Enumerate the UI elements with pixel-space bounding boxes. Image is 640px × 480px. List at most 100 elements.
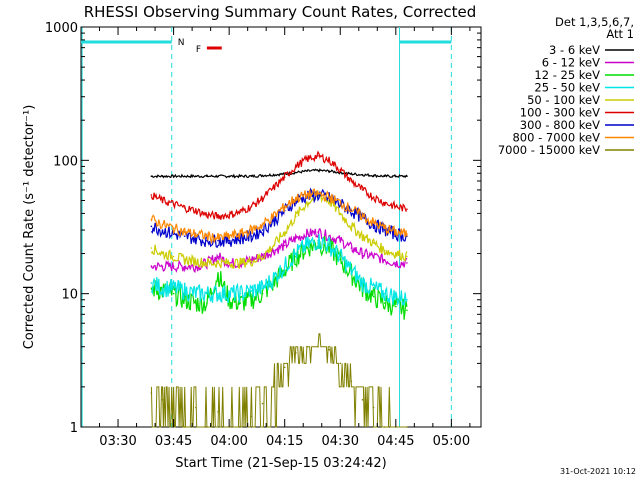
series-point-6 — [406, 208, 408, 211]
y-tick-label: 1000 — [45, 21, 78, 36]
chart-title: RHESSI Observing Summary Count Rates, Co… — [84, 3, 477, 21]
series-point-9 — [339, 362, 342, 365]
series-point-4 — [306, 244, 308, 247]
series-point-6 — [183, 207, 186, 209]
series-point-9 — [328, 348, 330, 351]
x-tick-label: 03:30 — [99, 434, 136, 449]
series-point-1 — [250, 175, 253, 178]
series-point-4 — [328, 244, 330, 247]
series-point-9 — [195, 406, 197, 409]
series-point-8 — [383, 227, 386, 229]
series-point-7 — [250, 235, 253, 237]
series-point-4 — [339, 255, 342, 258]
series-point-8 — [206, 235, 208, 237]
series-point-6 — [228, 214, 230, 216]
series-point-4 — [228, 292, 230, 295]
series-line-9 — [150, 333, 407, 428]
series-point-6 — [372, 196, 375, 198]
series-point-2 — [272, 249, 275, 252]
series-point-6 — [172, 203, 175, 205]
series-point-1 — [361, 173, 364, 176]
series-point-8 — [183, 231, 186, 233]
series-point-3 — [239, 302, 242, 304]
legend-label: 6 - 12 keV — [542, 56, 600, 70]
series-point-2 — [395, 262, 397, 264]
series-point-8 — [306, 194, 308, 196]
series-point-5 — [161, 252, 164, 255]
series-point-7 — [261, 229, 264, 231]
series-point-2 — [361, 252, 364, 255]
series-point-4 — [183, 290, 186, 292]
series-point-4 — [350, 269, 353, 271]
series-point-2 — [306, 233, 308, 235]
x-tick-label: 04:00 — [210, 434, 247, 449]
series-point-3 — [195, 302, 197, 304]
series-point-5 — [306, 202, 308, 204]
series-point-5 — [372, 242, 375, 244]
series-point-4 — [372, 287, 375, 289]
series-point-5 — [272, 244, 275, 247]
series-point-9 — [383, 426, 386, 428]
series-point-1 — [350, 173, 353, 175]
series-point-1 — [161, 175, 164, 178]
series-point-4 — [150, 282, 153, 284]
series-point-6 — [239, 211, 242, 213]
series-point-3 — [339, 258, 342, 261]
series-point-8 — [372, 222, 375, 224]
series-point-9 — [206, 426, 208, 428]
series-point-3 — [206, 302, 208, 304]
series-point-6 — [295, 165, 297, 168]
x-tick-label: 05:00 — [433, 434, 470, 449]
legend-label: 12 - 25 keV — [534, 68, 600, 82]
series-point-4 — [317, 239, 319, 242]
flare-label: F — [196, 45, 201, 55]
series-point-1 — [372, 174, 375, 177]
series-point-3 — [261, 292, 264, 295]
series-point-2 — [217, 255, 219, 258]
series-point-1 — [317, 169, 319, 172]
series-point-4 — [361, 282, 364, 284]
series-point-8 — [395, 231, 397, 233]
series-point-5 — [228, 262, 230, 264]
series-point-4 — [272, 277, 275, 280]
series-point-3 — [172, 292, 175, 295]
y-axis: 1 10 100 1000 — [45, 21, 481, 436]
series-point-5 — [250, 260, 253, 263]
series-point-2 — [172, 265, 175, 268]
series-point-6 — [339, 168, 342, 171]
series-point-8 — [328, 196, 330, 198]
series-point-2 — [383, 258, 386, 261]
series-point-9 — [406, 426, 408, 428]
series-point-1 — [172, 175, 175, 178]
series-point-8 — [172, 227, 175, 229]
series-point-6 — [361, 189, 364, 191]
series-point-5 — [383, 249, 386, 252]
series-point-2 — [295, 237, 297, 240]
series-point-6 — [206, 214, 208, 216]
series-point-1 — [272, 173, 275, 176]
series-point-1 — [261, 174, 264, 177]
series-point-9 — [161, 398, 164, 401]
series-point-2 — [350, 247, 353, 249]
timestamp: 31-Oct-2021 10:12 — [560, 467, 636, 476]
series-point-7 — [150, 225, 153, 228]
series-point-1 — [228, 175, 230, 178]
series-point-3 — [217, 273, 219, 275]
series-point-9 — [250, 415, 253, 418]
series-point-1 — [239, 175, 242, 178]
series-point-8 — [339, 202, 342, 204]
series-point-1 — [383, 175, 386, 178]
series-point-6 — [161, 199, 164, 202]
series-point-3 — [150, 287, 153, 289]
series-point-8 — [406, 233, 408, 235]
series-point-3 — [383, 302, 386, 304]
legend-header-line-2: Att 1 — [606, 27, 634, 41]
x-tick-label: 04:45 — [377, 434, 414, 449]
series-point-8 — [250, 229, 253, 231]
series-point-8 — [272, 215, 275, 218]
series-point-9 — [272, 386, 275, 388]
series-point-2 — [372, 255, 375, 258]
series-point-5 — [406, 255, 408, 258]
series-point-9 — [217, 411, 219, 413]
